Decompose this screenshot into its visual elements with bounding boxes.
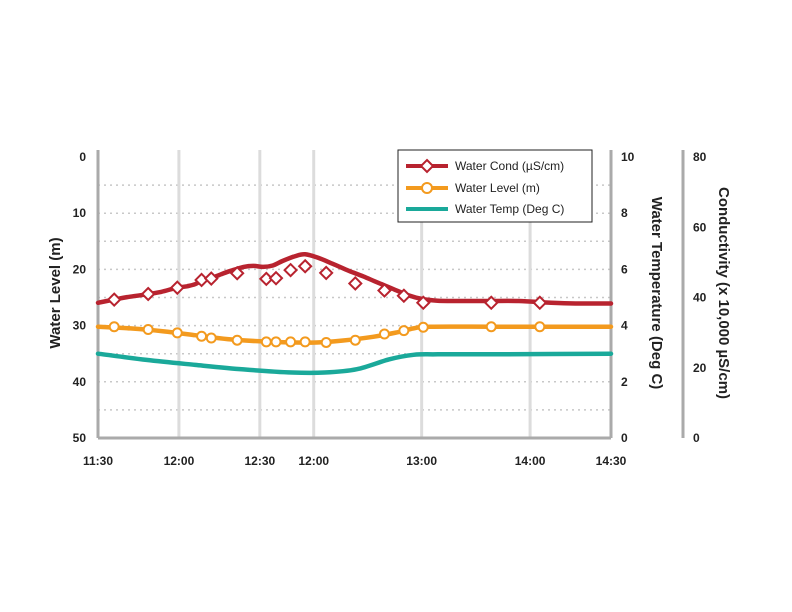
marker-water-level xyxy=(534,321,546,333)
x-tick-label: 13:00 xyxy=(406,454,437,468)
legend-marker-circle-icon xyxy=(421,182,433,194)
marker-conductivity xyxy=(283,262,298,278)
marker-conductivity xyxy=(318,265,334,281)
marker-conductivity xyxy=(229,265,245,281)
x-tick-label: 14:00 xyxy=(515,454,546,468)
x-tick-label: 12:30 xyxy=(244,454,275,468)
marker-conductivity xyxy=(169,280,185,296)
marker-water-level xyxy=(349,334,361,346)
x-tick-label: 12:00 xyxy=(298,454,329,468)
water-level-axis-title: Water Level (m) xyxy=(47,237,64,348)
water-level-tick-label: 0 xyxy=(79,150,86,164)
marker-water-level xyxy=(171,327,183,339)
water-level-tick-label: 50 xyxy=(73,431,87,445)
water-temp-tick-label: 10 xyxy=(621,150,635,164)
marker-conductivity xyxy=(483,295,499,311)
marker-water-level xyxy=(320,336,332,348)
water-temp-tick-label: 2 xyxy=(621,375,628,389)
marker-conductivity xyxy=(106,292,122,308)
water-temp-tick-label: 6 xyxy=(621,262,628,276)
marker-water-level xyxy=(485,321,497,333)
legend: Water Cond (µS/cm) Water Level (m) Water… xyxy=(397,149,593,223)
marker-conductivity xyxy=(532,295,548,311)
marker-water-level xyxy=(260,336,272,348)
legend-label-level: Water Level (m) xyxy=(455,181,540,195)
marker-water-level xyxy=(142,324,154,336)
marker-conductivity xyxy=(297,258,313,274)
series-layer xyxy=(95,251,614,376)
marker-water-level xyxy=(299,336,311,348)
water-temp-axis-title: Water Temperature (Deg C) xyxy=(648,197,665,390)
marker-conductivity xyxy=(140,286,156,302)
legend-label-cond: Water Cond (µS/cm) xyxy=(455,159,564,173)
conductivity-tick-label: 60 xyxy=(693,220,707,234)
conductivity-tick-label: 0 xyxy=(693,431,700,445)
series-line-water-temp xyxy=(95,351,614,376)
conductivity-tick-label: 80 xyxy=(693,150,707,164)
x-tick-label: 12:00 xyxy=(164,454,195,468)
marker-water-level xyxy=(417,321,429,333)
marker-water-level xyxy=(205,332,217,344)
water-level-tick-label: 40 xyxy=(73,375,87,389)
conductivity-axis-title: Conductivity (x 10,000 µS/cm) xyxy=(715,187,732,399)
legend-label-temp: Water Temp (Deg C) xyxy=(455,202,564,216)
marker-water-level xyxy=(270,336,282,348)
water-temp-tick-label: 4 xyxy=(621,319,628,333)
water-level-tick-label: 30 xyxy=(73,319,87,333)
marker-water-level xyxy=(378,328,390,340)
marker-water-level xyxy=(285,336,297,348)
axes xyxy=(96,150,685,440)
marker-conductivity xyxy=(415,295,431,311)
marker-water-level xyxy=(196,330,208,342)
marker-conductivity xyxy=(203,271,219,286)
marker-conductivity xyxy=(396,288,412,304)
marker-conductivity xyxy=(377,283,392,298)
water-temp-tick-label: 8 xyxy=(621,206,628,220)
x-tick-label: 11:30 xyxy=(83,454,113,468)
legend-marker-diamond-icon xyxy=(419,158,435,174)
water-level-tick-label: 20 xyxy=(73,262,87,276)
water-temp-tick-label: 0 xyxy=(621,431,628,445)
marker-conductivity xyxy=(347,276,363,291)
tick-labels: 0 10 20 30 40 50 0 2 4 6 8 10 0 20 40 60 80 11:30 12:00 12:… xyxy=(73,150,707,468)
marker-water-level xyxy=(108,321,120,333)
marker-conductivity xyxy=(268,270,284,286)
marker-water-level xyxy=(231,334,243,346)
water-level-tick-label: 10 xyxy=(73,206,87,220)
x-tick-label: 14:30 xyxy=(596,454,627,468)
conductivity-tick-label: 40 xyxy=(693,291,707,305)
conductivity-tick-label: 20 xyxy=(693,361,707,375)
marker-water-level xyxy=(398,325,410,337)
